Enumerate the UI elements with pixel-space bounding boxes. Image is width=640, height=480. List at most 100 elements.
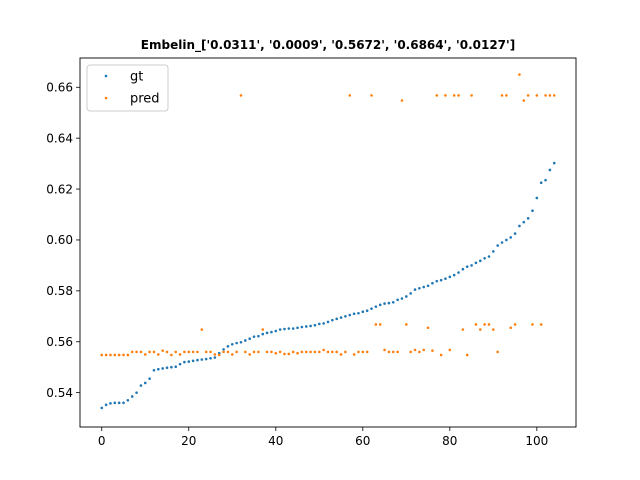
gt-point [304, 325, 308, 328]
gt-point [139, 384, 143, 387]
pred-point [257, 350, 260, 354]
x-tick-label: 60 [355, 434, 370, 448]
gt-point [431, 281, 434, 285]
y-tick-label: 0.58 [46, 284, 73, 298]
gt-point [457, 271, 460, 274]
pred-point [444, 94, 447, 97]
pred-point [230, 353, 234, 356]
pred-point [526, 94, 530, 97]
pred-point [161, 349, 164, 352]
gt-point [213, 356, 217, 359]
gt-point [374, 305, 378, 308]
gt-point [478, 259, 482, 263]
pred-point [313, 350, 317, 354]
pred-point [370, 94, 373, 97]
pred-point [196, 350, 199, 354]
gt-point [361, 310, 365, 314]
pred-point [104, 353, 108, 357]
pred-point [126, 353, 130, 357]
pred-point [152, 350, 156, 354]
pred-point [113, 353, 117, 357]
gt-point [326, 320, 330, 324]
pred-point [539, 323, 543, 326]
gt-point [174, 365, 178, 368]
gt-point [322, 322, 325, 325]
pred-point [135, 350, 138, 354]
gt-point [387, 301, 391, 305]
pred-point [465, 353, 469, 357]
pred-point [165, 350, 169, 354]
pred-point [226, 350, 230, 354]
pred-point [143, 353, 147, 356]
plot-frame [79, 57, 577, 428]
pred-point [274, 351, 278, 355]
pred-point [335, 350, 339, 354]
gt-point [204, 357, 208, 361]
gt-point [452, 273, 456, 277]
gt-point [296, 326, 299, 330]
pred-point [178, 353, 182, 356]
gt-point [318, 322, 321, 326]
gt-point [196, 358, 199, 362]
pred-point [244, 350, 247, 354]
legend-box [86, 64, 169, 112]
gt-point [257, 334, 260, 338]
pred-point [509, 326, 513, 330]
axes: 0 20 40 60 80 100 0.54 0.56 0.58 0.60 0.62 0.64 0.66 [46, 57, 577, 448]
pred-point [426, 326, 430, 330]
pred-point [548, 94, 552, 97]
pred-point [470, 94, 473, 97]
gt-point [444, 277, 447, 280]
pred-point [483, 323, 486, 326]
pred-point [339, 353, 343, 356]
gt-point [291, 327, 295, 330]
pred-point [283, 352, 286, 356]
pred-point [252, 350, 256, 354]
gt-point [357, 311, 360, 315]
gt-point [309, 324, 312, 328]
gt-point [191, 359, 195, 363]
pred-point [326, 350, 330, 354]
pred-point [248, 353, 251, 356]
y-tick-label: 0.54 [46, 386, 73, 400]
pred-point [518, 73, 521, 76]
gt-point [270, 330, 273, 334]
gt-point [378, 303, 382, 307]
x-tick-label: 0 [98, 434, 106, 448]
gt-point [278, 328, 282, 331]
gt-point [405, 295, 408, 298]
gt-point [539, 181, 543, 184]
gt-point [426, 284, 430, 288]
pred-point [331, 350, 334, 354]
x-tick-label: 100 [525, 434, 548, 448]
gt-point [122, 401, 125, 405]
gt-point [187, 360, 191, 363]
gt-point [483, 256, 486, 260]
gt-point [165, 366, 169, 370]
gt-point [422, 285, 426, 289]
gt-point [244, 339, 247, 342]
gt-point [409, 292, 412, 295]
gt-point [339, 316, 343, 319]
pred-point [261, 328, 265, 331]
gt-point [287, 327, 291, 330]
pred-point [157, 353, 160, 356]
gt-point [396, 298, 399, 302]
pred-point [117, 353, 121, 357]
pred-point [365, 350, 369, 354]
y-tick-label: 0.56 [46, 335, 73, 349]
legend-marker-pred [104, 96, 108, 100]
gt-point [226, 345, 230, 348]
pred-point [235, 350, 238, 354]
gt-point [344, 315, 347, 318]
pred-point [378, 323, 382, 326]
gt-point [109, 402, 112, 405]
gt-point [531, 209, 534, 212]
gt-point [200, 358, 204, 361]
pred-point [213, 353, 217, 356]
pred-point [217, 353, 221, 357]
legend-label-gt: gt [130, 70, 143, 85]
pred-point [278, 350, 282, 354]
gt-point [552, 161, 556, 165]
gt-point [235, 341, 238, 345]
